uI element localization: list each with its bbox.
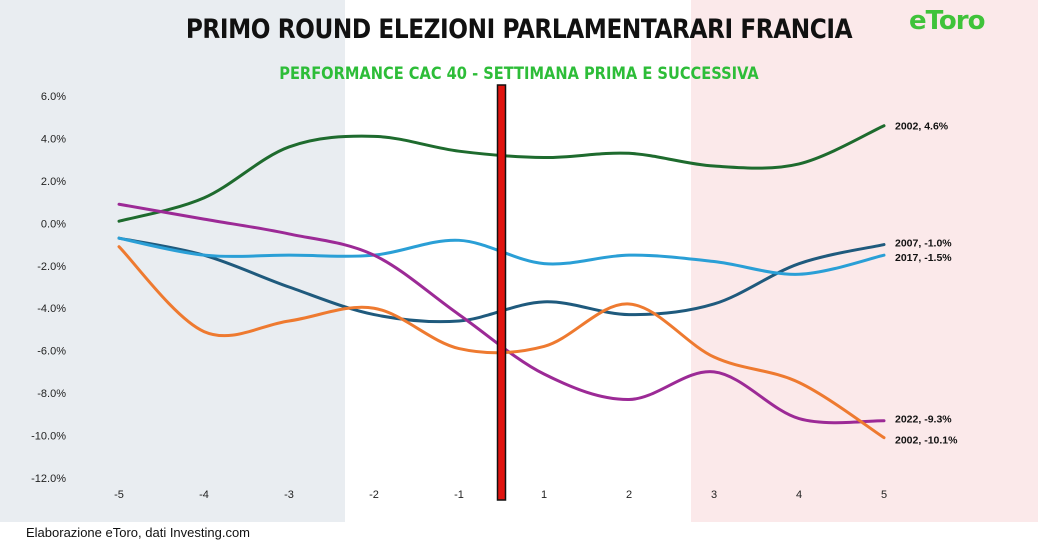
- y-tick-label: -2.0%: [37, 261, 66, 273]
- y-tick-label: 2.0%: [41, 176, 66, 188]
- x-tick-label: -3: [284, 489, 294, 501]
- y-tick-label: -10.0%: [31, 431, 66, 443]
- chart-title: PRIMO ROUND ELEZIONI PARLAMENTARARI FRAN…: [185, 14, 853, 45]
- background-band-left: [0, 0, 345, 522]
- chart-subtitle: PERFORMANCE CAC 40 - SETTIMANA PRIMA E S…: [279, 64, 759, 84]
- y-tick-label: -6.0%: [37, 346, 66, 358]
- y-tick-label: -4.0%: [37, 303, 66, 315]
- x-tick-label: 1: [541, 489, 547, 501]
- x-tick-label: 4: [796, 489, 802, 501]
- series-end-labels: 2002, 4.6% 2007, -1.0% 2017, -1.5% 2022, -9…: [895, 121, 958, 447]
- series-end-label: 2022, -9.3%: [895, 414, 952, 426]
- x-tick-label: 3: [711, 489, 717, 501]
- series-end-label: 2002, -10.1%: [895, 435, 958, 447]
- x-tick-label: 2: [626, 489, 632, 501]
- y-tick-label: -8.0%: [37, 388, 66, 400]
- y-axis-ticks: -12.0% -10.0% -8.0% -6.0% -4.0% -2.0% 0.0% 2.0%…: [31, 91, 66, 485]
- y-tick-label: 6.0%: [41, 91, 66, 103]
- x-tick-label: -4: [199, 489, 209, 501]
- y-tick-label: 0.0%: [41, 218, 66, 230]
- x-axis-ticks: -5 -4 -3 -2 -1 1 2 3 4 5: [114, 489, 887, 501]
- x-tick-label: -1: [454, 489, 464, 501]
- series-end-label: 2002, 4.6%: [895, 121, 949, 133]
- series-end-label: 2007, -1.0%: [895, 238, 952, 250]
- line-chart: -12.0% -10.0% -8.0% -6.0% -4.0% -2.0% 0.0% 2.0%…: [31, 84, 958, 501]
- x-tick-label: -5: [114, 489, 124, 501]
- source-note: Elaborazione eToro, dati Investing.com: [26, 525, 251, 540]
- election-day-marker: [496, 84, 507, 501]
- series-end-label: 2017, -1.5%: [895, 252, 952, 264]
- x-tick-label: 5: [881, 489, 887, 501]
- y-tick-label: 4.0%: [41, 133, 66, 145]
- x-tick-label: -2: [369, 489, 379, 501]
- y-tick-label: -12.0%: [31, 473, 66, 485]
- etoro-logo: eToro: [909, 6, 985, 36]
